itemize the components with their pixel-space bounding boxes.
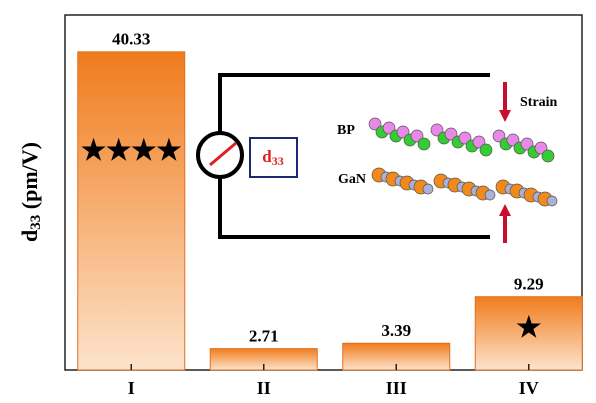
bar-mark: ★	[516, 312, 541, 343]
y-axis-label: d33 (pm/V)	[17, 142, 44, 242]
atom	[542, 150, 554, 162]
atom	[423, 184, 433, 194]
strain-label: Strain	[520, 95, 558, 110]
value-label: 3.39	[381, 321, 411, 340]
bar-mark: ★★★★	[81, 135, 181, 166]
x-tick-label: III	[386, 378, 407, 398]
x-tick-label: IV	[519, 378, 539, 398]
circuit-wire	[220, 75, 490, 133]
atom	[485, 190, 495, 200]
inset-diagram: d33 BP GaN Strain	[198, 75, 558, 243]
atom	[547, 196, 557, 206]
x-tick-label: I	[128, 378, 135, 398]
material-label: BP	[337, 123, 355, 138]
value-label: 9.29	[514, 275, 544, 294]
value-label: 2.71	[249, 327, 279, 346]
x-tick-label: II	[257, 378, 271, 398]
material-label: GaN	[338, 172, 366, 187]
atoms	[369, 118, 557, 206]
atom	[480, 144, 492, 156]
bar	[78, 52, 185, 370]
strain-arrow-head	[499, 110, 511, 122]
value-label: 40.33	[112, 30, 150, 49]
atom	[418, 138, 430, 150]
chart: d33 (pm/V) d33 BP GaN Strain 40.33 I ★★★★ 2…	[0, 0, 596, 403]
strain-arrow-head	[499, 204, 511, 216]
